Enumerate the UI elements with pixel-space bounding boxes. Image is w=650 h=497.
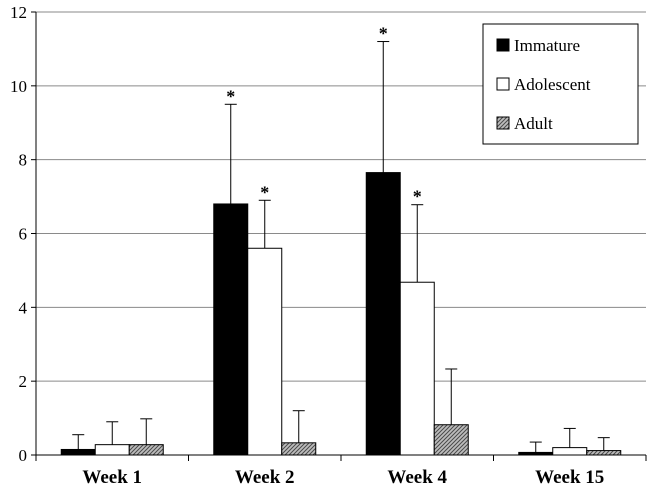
bar-adult-week-2 xyxy=(281,442,317,456)
bar-immature-week-4 xyxy=(365,172,401,456)
significance-marker: * xyxy=(379,24,388,44)
bar-adult-week-15 xyxy=(586,450,622,456)
x-tick-label: Week 2 xyxy=(235,467,295,488)
x-tick-label: Week 1 xyxy=(82,467,142,488)
significance-marker: * xyxy=(413,187,422,207)
legend: Immature Adolescent Adult xyxy=(482,23,639,145)
bar-adolescent-week-4 xyxy=(399,281,435,456)
gridlines xyxy=(36,11,646,382)
y-tick-label: 8 xyxy=(19,151,28,170)
bar-immature-week-1 xyxy=(60,448,96,456)
legend-swatch xyxy=(496,116,510,130)
bar-adolescent-week-15 xyxy=(552,447,588,456)
y-tick-label: 10 xyxy=(10,77,27,96)
legend-label: Adolescent xyxy=(514,75,591,94)
bar-adolescent-week-2 xyxy=(247,247,283,456)
bar-immature-week-15 xyxy=(518,451,554,456)
bars xyxy=(60,172,622,456)
legend-swatch xyxy=(496,77,510,91)
bar-adult-week-1 xyxy=(128,444,164,456)
x-tick-label: Week 4 xyxy=(387,467,447,488)
y-tick-label: 4 xyxy=(19,298,28,317)
significance-marker: * xyxy=(260,182,269,202)
x-tick-label: Week 15 xyxy=(535,467,604,488)
y-tick-label: 2 xyxy=(19,372,28,391)
y-tick-label: 6 xyxy=(19,225,28,244)
labels: 0 2 4 6 8 10 12 Week 1 * * Week 2 * * Week 4 Week 15 xyxy=(10,3,604,488)
legend-label: Adult xyxy=(514,114,553,133)
legend-label: Immature xyxy=(514,36,580,55)
y-tick-label: 12 xyxy=(10,3,27,22)
significance-marker: * xyxy=(226,86,235,106)
bar-adult-week-4 xyxy=(433,424,469,456)
y-tick-label: 0 xyxy=(19,446,28,465)
bar-adolescent-week-1 xyxy=(94,444,130,456)
bar-immature-week-2 xyxy=(213,203,249,456)
error-bars xyxy=(72,41,610,453)
legend-swatch xyxy=(496,38,510,52)
